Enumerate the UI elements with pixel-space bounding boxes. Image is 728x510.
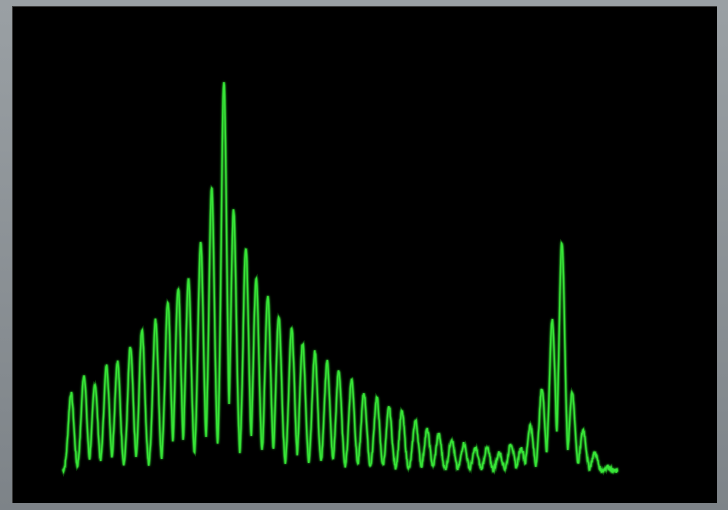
spectrum-trace <box>62 82 619 475</box>
spectrum-plot <box>61 82 619 478</box>
plot-marks <box>61 82 619 478</box>
display-screen <box>12 6 717 503</box>
